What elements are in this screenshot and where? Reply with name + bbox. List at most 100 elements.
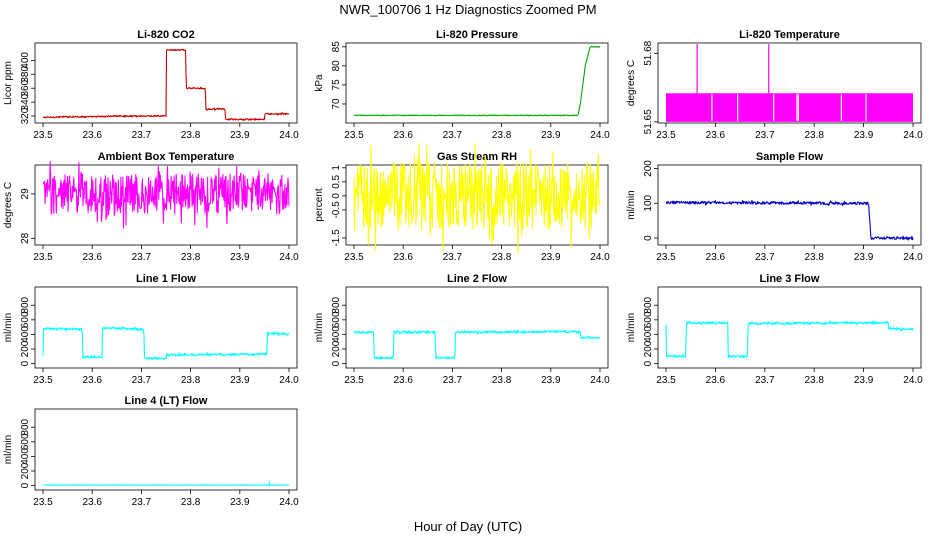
- y-tick-label: -1.5: [331, 229, 342, 247]
- x-tick-label: 23.9: [854, 252, 874, 263]
- panel-gas-stream-rh: Gas Stream RH percent 23.5 23.6 23.7 23.8 23.9…: [314, 142, 610, 263]
- y-axis-label: Licor ppm: [3, 61, 14, 105]
- x-tick-label: 23.7: [755, 375, 775, 386]
- panel-li-820-co2: Li-820 CO2 Licor ppm 23.5 23.6 23.7 23.8 23.9 2…: [3, 29, 299, 141]
- x-tick-label: 23.6: [706, 375, 726, 386]
- x-tick-label: 23.7: [443, 252, 463, 263]
- x-tick-label: 23.8: [492, 130, 512, 141]
- y-tick-label: 200: [643, 160, 654, 177]
- y-tick-label: 100: [643, 194, 654, 211]
- x-tick-label: 23.8: [492, 252, 512, 263]
- x-tick-label: 24.0: [903, 375, 923, 386]
- x-tick-label: 23.5: [344, 375, 364, 386]
- x-tick-label: 23.7: [132, 375, 152, 386]
- y-tick-label: 380: [20, 66, 31, 83]
- series-line: [665, 199, 914, 241]
- x-tick-label: 23.6: [82, 497, 102, 508]
- figure-title: NWR_100706 1 Hz Diagnostics Zoomed PM: [339, 2, 596, 17]
- y-tick-label: 600: [20, 433, 31, 450]
- x-tick-label: 23.6: [706, 252, 726, 263]
- x-tick-label: 24.0: [279, 375, 299, 386]
- x-tick-label: 23.8: [804, 375, 824, 386]
- x-tick-label: 23.8: [804, 130, 824, 141]
- y-tick-label: 0: [20, 482, 31, 488]
- y-tick-label: 80: [331, 60, 342, 72]
- plot-frame: [657, 42, 922, 124]
- x-tick-label: 23.5: [344, 130, 364, 141]
- y-tick-label: 400: [331, 326, 342, 343]
- x-tick-label: 23.8: [181, 130, 201, 141]
- x-tick-label: 24.0: [590, 375, 610, 386]
- y-tick-label: 28: [20, 232, 31, 244]
- plot-frame: [34, 164, 298, 246]
- x-tick-label: 23.9: [541, 252, 561, 263]
- series-line: [353, 45, 601, 117]
- panel-ambient-box-temperature: Ambient Box Temperature degrees C 23.5 23.6…: [3, 151, 299, 263]
- data-band: [666, 93, 913, 122]
- panel-title: Li-820 CO2: [137, 29, 194, 41]
- y-tick-label: 0: [643, 360, 654, 366]
- panel-li-820-pressure: Li-820 Pressure kPa 23.5 23.6 23.7 23.8 23.9 24…: [314, 29, 610, 141]
- x-tick-label: 23.7: [132, 497, 152, 508]
- x-tick-label: 23.7: [443, 375, 463, 386]
- x-tick-label: 23.6: [706, 130, 726, 141]
- y-tick-label: 0: [331, 193, 342, 199]
- y-tick-label: 800: [643, 296, 654, 313]
- x-tick-label: 23.5: [656, 252, 676, 263]
- x-tick-label: 24.0: [279, 497, 299, 508]
- x-tick-label: 23.9: [854, 375, 874, 386]
- y-axis-label: ml/min: [3, 435, 14, 464]
- y-tick-label: -0.5: [331, 201, 342, 219]
- x-tick-label: 23.6: [82, 130, 102, 141]
- series-line: [42, 161, 290, 229]
- y-tick-label: 800: [331, 296, 342, 313]
- x-tick-label: 23.5: [656, 375, 676, 386]
- x-tick-label: 23.8: [181, 252, 201, 263]
- panel-title: Line 4 (LT) Flow: [125, 395, 208, 407]
- x-tick-label: 23.5: [656, 130, 676, 141]
- x-tick-label: 23.7: [755, 252, 775, 263]
- x-tick-label: 24.0: [279, 252, 299, 263]
- series-line: [665, 320, 914, 359]
- x-tick-label: 23.5: [33, 375, 53, 386]
- x-tick-label: 23.7: [132, 252, 152, 263]
- y-tick-label: 0: [643, 235, 654, 241]
- y-tick-label: 51.68: [643, 40, 654, 65]
- panel-title: Line 2 Flow: [447, 273, 507, 285]
- y-tick-label: 400: [20, 326, 31, 343]
- y-axis-label: ml/min: [3, 313, 14, 342]
- x-tick-label: 23.6: [393, 375, 413, 386]
- y-tick-label: 320: [20, 107, 31, 124]
- x-tick-label: 23.9: [230, 130, 250, 141]
- x-tick-label: 23.6: [82, 375, 102, 386]
- x-tick-label: 23.9: [230, 252, 250, 263]
- y-tick-label: 1: [331, 165, 342, 171]
- y-tick-label: 800: [20, 418, 31, 435]
- plot-frame: [657, 164, 922, 246]
- chart-panels: Li-820 CO2 Licor ppm 23.5 23.6 23.7 23.8 23.9 2…: [3, 29, 923, 508]
- panel-line-3-flow: Line 3 Flow ml/min 23.5 23.6 23.7 23.8 23.9 24.…: [626, 273, 923, 386]
- figure-x-axis-label: Hour of Day (UTC): [414, 519, 522, 534]
- x-tick-label: 23.8: [181, 497, 201, 508]
- y-tick-label: 400: [20, 448, 31, 465]
- y-tick-label: 340: [20, 93, 31, 110]
- x-tick-label: 23.9: [230, 375, 250, 386]
- x-tick-label: 23.5: [344, 252, 364, 263]
- y-axis-label: kPa: [314, 74, 325, 92]
- y-tick-label: 600: [643, 311, 654, 328]
- panel-title: Li-820 Temperature: [739, 29, 840, 41]
- x-tick-label: 24.0: [903, 252, 923, 263]
- x-tick-label: 23.9: [541, 375, 561, 386]
- x-tick-label: 24.0: [903, 130, 923, 141]
- panel-line-4-lt-flow: Line 4 (LT) Flow ml/min 23.5 23.6 23.7 23.8 23…: [3, 395, 299, 508]
- plot-frame: [345, 286, 609, 369]
- y-axis-label: ml/min: [314, 313, 325, 342]
- panel-line-2-flow: Line 2 Flow ml/min 23.5 23.6 23.7 23.8 23.9 24.…: [314, 273, 610, 386]
- panel-title: Line 3 Flow: [760, 273, 820, 285]
- y-tick-label: 200: [20, 462, 31, 479]
- x-tick-label: 23.9: [854, 130, 874, 141]
- panel-title: Ambient Box Temperature: [98, 151, 235, 163]
- panel-sample-flow: Sample Flow ml/min 23.5 23.6 23.7 23.8 23.9 24.…: [626, 151, 923, 263]
- x-tick-label: 23.5: [33, 497, 53, 508]
